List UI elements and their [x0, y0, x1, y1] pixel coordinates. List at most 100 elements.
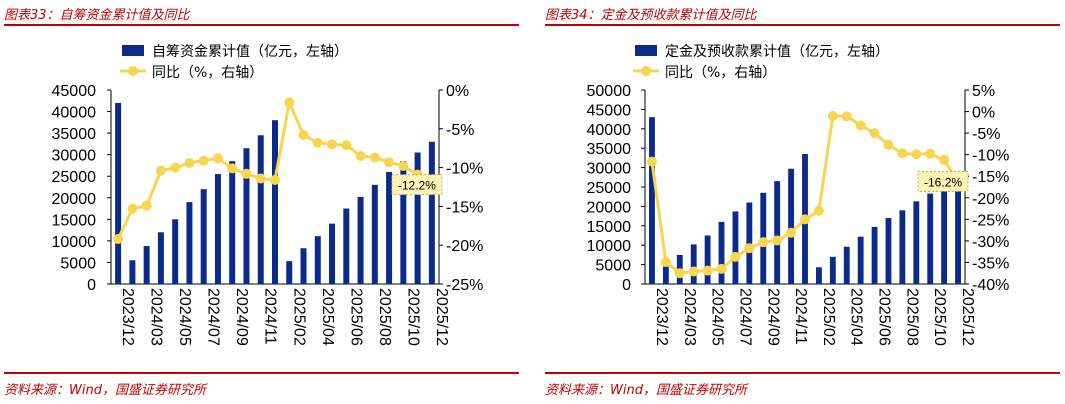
- x-tick-group: 2025/02: [820, 288, 837, 346]
- x-axis-tick-label: 2023/12: [119, 288, 136, 346]
- bar: [662, 266, 669, 284]
- bar: [329, 223, 336, 284]
- bar: [774, 181, 781, 284]
- x-axis-tick-label: 2025/02: [290, 288, 307, 346]
- callout-box: [917, 170, 969, 192]
- legend-line-marker: [128, 66, 138, 76]
- bar: [257, 135, 264, 284]
- bar: [843, 246, 850, 284]
- yoy-point: [813, 205, 824, 216]
- x-axis-tick-label: 2025/06: [876, 288, 893, 346]
- bar: [129, 260, 136, 284]
- right-axis-tick-label: -35%: [972, 255, 1009, 272]
- yoy-point: [170, 162, 181, 173]
- source-divider: [4, 372, 519, 374]
- right-axis-tick-label: -10%: [972, 148, 1009, 165]
- legend-bar-label: 定金及预收款累计值（亿元，左轴）: [665, 44, 889, 60]
- yoy-point: [141, 200, 152, 211]
- callout-box: [391, 174, 443, 196]
- chart-source: 资料来源：Wind，国盛证券研究所: [545, 383, 747, 398]
- yoy-point: [298, 130, 309, 141]
- title-divider: [4, 24, 519, 26]
- x-axis-tick-label: 2025/12: [433, 288, 450, 346]
- bar: [718, 221, 725, 284]
- yoy-point: [127, 203, 138, 214]
- x-tick-group: 2024/03: [681, 288, 698, 346]
- bar: [414, 152, 421, 284]
- yoy-point: [883, 139, 894, 150]
- legend-bar-swatch: [635, 45, 657, 56]
- x-tick-group: 2024/09: [764, 288, 781, 346]
- x-tick-group: 2025/08: [376, 288, 393, 346]
- yoy-point: [355, 150, 366, 161]
- yoy-point: [227, 163, 238, 174]
- left-axis-tick-label: 20000: [52, 191, 97, 208]
- bar: [343, 208, 350, 284]
- x-axis-tick-label: 2025/10: [404, 288, 421, 346]
- bar: [172, 219, 179, 284]
- chart-panel-right: 图表34：定金及预收款累计值及同比 定金及预收款累计值（亿元，左轴） 同比（%，右…: [545, 0, 1065, 404]
- right-axis-tick-label: -10%: [446, 161, 483, 178]
- x-axis-tick-label: 2025/06: [347, 288, 364, 346]
- yoy-point: [869, 128, 880, 139]
- chart-self-funding: 自筹资金累计值（亿元，左轴） 同比（%，右轴） 45000 40000 35000 300…: [52, 43, 484, 346]
- right-axis-tick-label: -15%: [446, 199, 483, 216]
- x-axis-tick-label: 2024/11: [262, 288, 279, 345]
- x-axis-tick-label: 2024/07: [205, 288, 222, 346]
- bar: [371, 184, 378, 284]
- yoy-point: [660, 257, 671, 268]
- left-axis-tick-label: 35000: [587, 141, 632, 158]
- yoy-point: [327, 139, 338, 150]
- x-tick-group: 2025/10: [931, 288, 948, 346]
- left-axis-tick-label: 15000: [587, 219, 632, 236]
- yoy-point: [184, 157, 195, 168]
- yoy-point: [284, 97, 295, 108]
- bar: [357, 196, 364, 284]
- bar: [913, 201, 920, 284]
- x-axis-tick-label: 2025/08: [376, 288, 393, 346]
- right-axis-tick-label: -5%: [972, 126, 1000, 143]
- yoy-point: [113, 233, 124, 244]
- bar: [829, 256, 836, 284]
- right-axis-tick-label: -25%: [972, 212, 1009, 229]
- yoy-point: [772, 235, 783, 246]
- left-axis-tick-label: 50000: [587, 83, 632, 100]
- yoy-point: [911, 149, 922, 160]
- bar: [941, 185, 948, 284]
- yoy-point: [312, 137, 323, 148]
- yoy-point: [939, 154, 950, 165]
- legend-line-marker: [641, 66, 651, 76]
- yoy-point: [786, 227, 797, 238]
- x-axis-tick-label: 2024/07: [736, 288, 753, 346]
- left-axis-tick-label: 35000: [52, 126, 97, 143]
- bar: [186, 202, 193, 284]
- x-axis-tick-label: 2025/08: [903, 288, 920, 346]
- chart-title: 图表33：自筹资金累计值及同比: [4, 8, 190, 23]
- bar: [272, 120, 278, 284]
- x-tick-group: 2024/11: [262, 288, 279, 345]
- x-axis-tick-label: 2024/05: [709, 288, 726, 346]
- yoy-point: [341, 140, 352, 151]
- yoy-point: [758, 237, 769, 248]
- x-axis-tick-label: 2025/10: [931, 288, 948, 346]
- x-tick-group: 2024/05: [709, 288, 726, 346]
- x-tick-group: 2025/12: [959, 288, 976, 346]
- x-axis-tick-label: 2024/03: [681, 288, 698, 346]
- right-axis-tick-label: -30%: [972, 234, 1009, 251]
- left-axis-tick-label: 30000: [587, 161, 632, 178]
- bar: [286, 261, 293, 284]
- x-tick-group: 2024/03: [148, 288, 165, 346]
- yoy-point: [730, 251, 741, 262]
- x-axis-tick-label: 2025/12: [959, 288, 976, 346]
- bar: [649, 117, 655, 284]
- yoy-point: [841, 111, 852, 122]
- left-axis-tick-label: 25000: [52, 169, 97, 186]
- yoy-point: [800, 214, 810, 225]
- legend-line-label: 同比（%，右轴）: [665, 65, 776, 81]
- yoy-point: [384, 157, 395, 168]
- left-axis-tick-label: 5000: [60, 255, 96, 272]
- x-axis-tick-label: 2024/11: [792, 288, 809, 345]
- left-axis-tick-label: 40000: [52, 105, 97, 122]
- yoy-point: [702, 265, 713, 276]
- x-tick-group: 2025/06: [347, 288, 364, 346]
